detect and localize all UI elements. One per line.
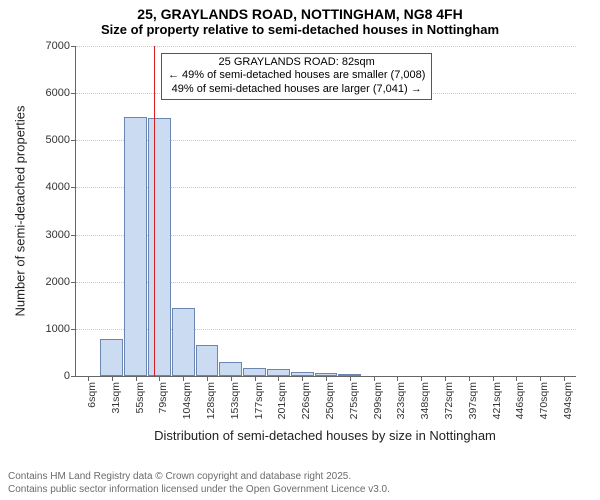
xtick-label: 104sqm <box>181 382 193 419</box>
bar <box>148 118 171 376</box>
plot-area: 25 GRAYLANDS ROAD: 82sqm ← 49% of semi-d… <box>75 46 576 377</box>
xtick-label: 226sqm <box>300 382 312 419</box>
annotation-line3: 49% of semi-detached houses are larger (… <box>168 83 425 97</box>
xtick-label: 275sqm <box>348 382 360 419</box>
xtick-label: 201sqm <box>276 382 288 419</box>
xtick-label: 31sqm <box>110 382 122 414</box>
annotation-box: 25 GRAYLANDS ROAD: 82sqm ← 49% of semi-d… <box>161 53 432 100</box>
xtick-label: 348sqm <box>419 382 431 419</box>
xtick-mark <box>469 376 470 381</box>
ytick-label: 4000 <box>46 181 76 193</box>
xtick-mark <box>112 376 113 381</box>
ytick-label: 6000 <box>46 87 76 99</box>
xtick-label: 79sqm <box>157 382 169 414</box>
xtick-mark <box>326 376 327 381</box>
xtick-label: 323sqm <box>395 382 407 419</box>
xtick-label: 153sqm <box>229 382 241 419</box>
xtick-mark <box>397 376 398 381</box>
bar <box>196 345 219 376</box>
x-axis-label: Distribution of semi-detached houses by … <box>154 428 496 443</box>
xtick-mark <box>540 376 541 381</box>
annotation-line2: ← 49% of semi-detached houses are smalle… <box>168 69 425 83</box>
bar <box>243 368 266 376</box>
footer-line2: Contains public sector information licen… <box>8 484 390 497</box>
bar <box>100 339 123 376</box>
xtick-label: 299sqm <box>372 382 384 419</box>
xtick-label: 55sqm <box>134 382 146 414</box>
xtick-label: 446sqm <box>514 382 526 419</box>
xtick-mark <box>564 376 565 381</box>
xtick-label: 6sqm <box>86 382 98 408</box>
xtick-mark <box>255 376 256 381</box>
bar <box>219 362 242 376</box>
xtick-label: 397sqm <box>467 382 479 419</box>
xtick-label: 372sqm <box>443 382 455 419</box>
xtick-mark <box>350 376 351 381</box>
xtick-mark <box>445 376 446 381</box>
ytick-label: 2000 <box>46 276 76 288</box>
xtick-mark <box>183 376 184 381</box>
xtick-mark <box>159 376 160 381</box>
ytick-label: 3000 <box>46 229 76 241</box>
xtick-mark <box>278 376 279 381</box>
xtick-mark <box>421 376 422 381</box>
ytick-label: 5000 <box>46 134 76 146</box>
reference-line <box>154 46 155 376</box>
bar <box>172 308 195 376</box>
footer-attribution: Contains HM Land Registry data © Crown c… <box>8 471 390 496</box>
bar <box>267 369 290 376</box>
xtick-label: 177sqm <box>253 382 265 419</box>
xtick-mark <box>207 376 208 381</box>
xtick-label: 421sqm <box>491 382 503 419</box>
y-axis-label: Number of semi-detached properties <box>13 106 28 317</box>
xtick-mark <box>136 376 137 381</box>
chart-title-line2: Size of property relative to semi-detach… <box>0 22 600 37</box>
chart-container: 25, GRAYLANDS ROAD, NOTTINGHAM, NG8 4FH … <box>0 0 600 500</box>
xtick-label: 494sqm <box>562 382 574 419</box>
footer-line1: Contains HM Land Registry data © Crown c… <box>8 471 390 484</box>
xtick-mark <box>516 376 517 381</box>
annotation-line1: 25 GRAYLANDS ROAD: 82sqm <box>168 56 425 70</box>
ytick-label: 7000 <box>46 40 76 52</box>
xtick-mark <box>302 376 303 381</box>
xtick-mark <box>231 376 232 381</box>
xtick-label: 470sqm <box>538 382 550 419</box>
chart-title-line1: 25, GRAYLANDS ROAD, NOTTINGHAM, NG8 4FH <box>0 0 600 22</box>
bar <box>124 117 147 376</box>
xtick-mark <box>88 376 89 381</box>
xtick-mark <box>374 376 375 381</box>
xtick-mark <box>493 376 494 381</box>
ytick-label: 1000 <box>46 323 76 335</box>
xtick-label: 250sqm <box>324 382 336 419</box>
xtick-label: 128sqm <box>205 382 217 419</box>
ytick-label: 0 <box>64 370 76 382</box>
